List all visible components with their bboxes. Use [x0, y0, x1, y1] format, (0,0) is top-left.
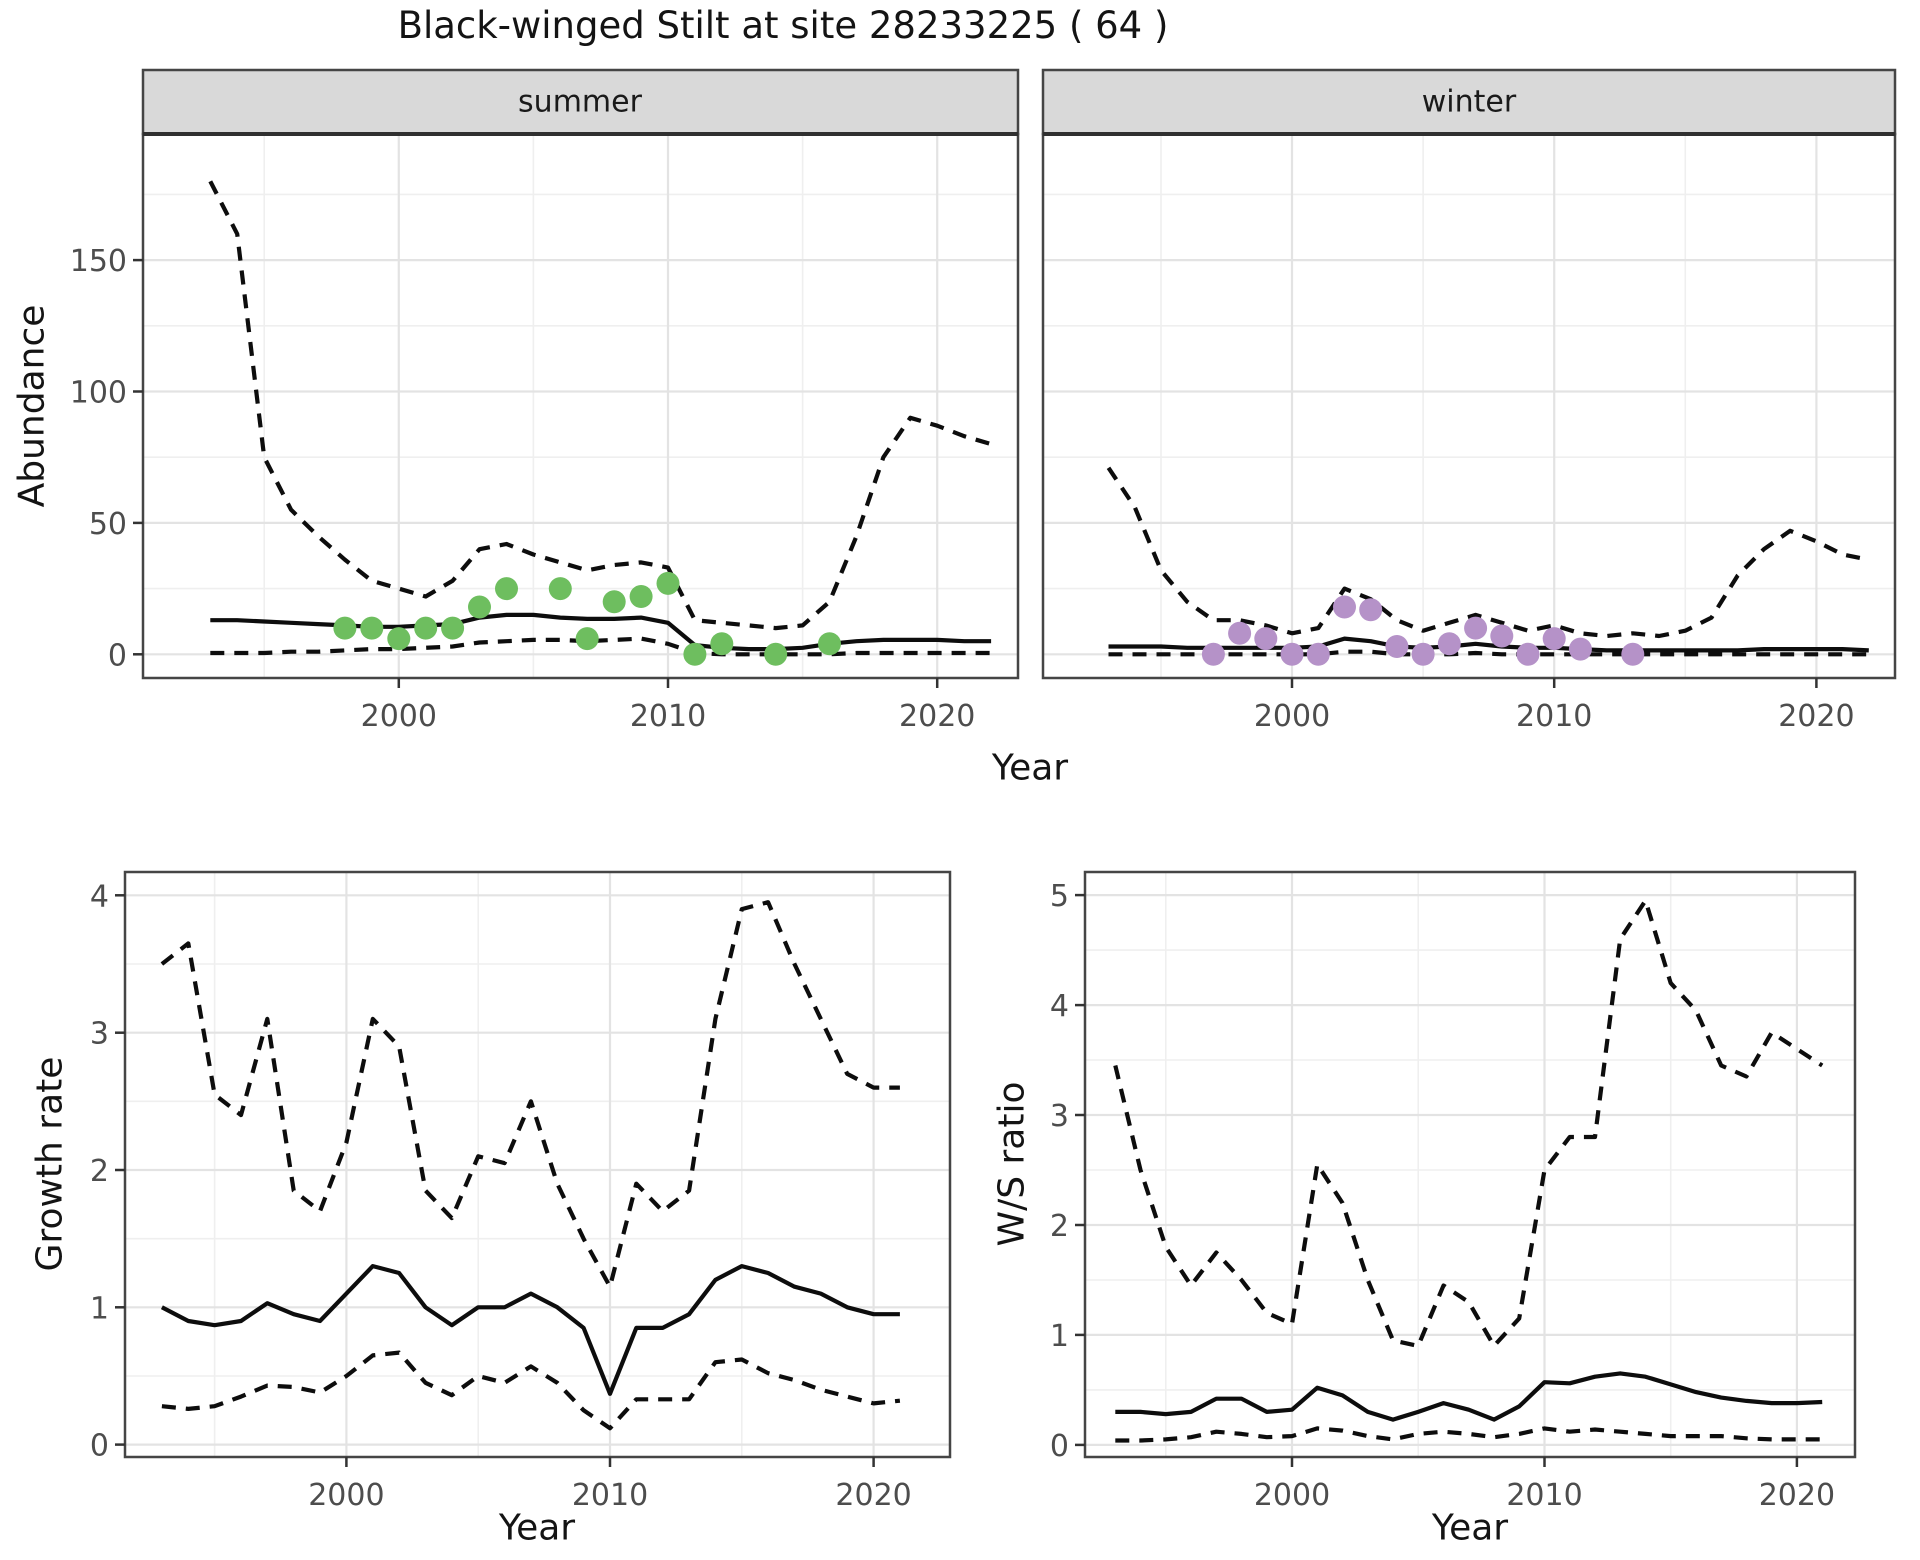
mean-line [1115, 1371, 1823, 1422]
panel-border [123, 870, 952, 1459]
y-tick-label: 3 [90, 1017, 109, 1052]
y-tick-label: 2 [1050, 1209, 1069, 1244]
x-tick-label: 2020 [899, 699, 975, 734]
observation-dot [1568, 637, 1592, 661]
observation-dot [441, 616, 465, 640]
observation-dot [1385, 635, 1409, 658]
facet-strip-label-summer: summer [518, 84, 642, 120]
observation-dot [1621, 642, 1645, 666]
observation-dot [710, 632, 734, 656]
x-tick-label: 2010 [572, 1478, 648, 1513]
ws-ratio-x-axis-label: Year [1431, 1507, 1509, 1549]
observation-dot [1542, 627, 1566, 651]
growth-rate-x-axis-label: Year [498, 1507, 576, 1549]
observation-dot [683, 642, 707, 666]
y-tick-label: 4 [1050, 989, 1069, 1024]
lower-ci-line [210, 636, 992, 657]
observation-dot [1490, 624, 1514, 648]
top-x-axis-label: Year [991, 747, 1069, 789]
facet-strip [141, 68, 1020, 136]
observation-dot [1359, 598, 1383, 622]
observation-dot [1280, 642, 1304, 666]
mean-line [1108, 636, 1869, 653]
observation-dot [414, 616, 438, 640]
observation-dot [629, 585, 653, 608]
observation-dot [602, 590, 626, 614]
x-tick-label: 2020 [1759, 1478, 1835, 1513]
x-tick-label: 2010 [1516, 699, 1592, 734]
observation-dot [360, 616, 384, 640]
observation-dot [495, 577, 518, 601]
y-tick-label: 0 [108, 638, 127, 673]
x-tick-label: 2000 [361, 699, 437, 734]
panel-ws-ratio: 2000 2010 2020 0 1 2 3 4 5 [1050, 870, 1857, 1513]
observation-dot [468, 595, 491, 619]
y-tick-label: 100 [70, 376, 127, 411]
x-tick-label: 2000 [1254, 699, 1330, 734]
ws-ratio-y-axis-label: W/S ratio [991, 1081, 1033, 1247]
observation-dot [548, 577, 572, 601]
y-tick-label: 0 [90, 1429, 109, 1464]
observation-dot [1254, 627, 1278, 651]
facet-strip [1041, 68, 1897, 136]
chart-title: Black-winged Stilt at site 28233225 ( 64… [397, 4, 1169, 47]
lower-ci-line [1108, 649, 1869, 657]
y-tick-label: 1 [1050, 1319, 1069, 1354]
observation-dot [1437, 632, 1461, 656]
observation-dot [1516, 642, 1540, 666]
observation-dot [1411, 642, 1435, 666]
x-tick-label: 2020 [1778, 699, 1854, 734]
y-tick-label: 0 [1050, 1429, 1069, 1464]
panel-growth-rate: 2000 2010 2020 0 1 2 3 4 [90, 870, 952, 1513]
observation-dot [1306, 642, 1330, 666]
observation-dot [1464, 616, 1488, 640]
x-tick-label: 2020 [835, 1478, 911, 1513]
upper-ci-line [208, 180, 992, 631]
panel-winter: 2000 2010 2020 [1041, 68, 1897, 734]
y-tick-label: 3 [1050, 1099, 1069, 1134]
y-tick-label: 5 [1050, 879, 1069, 914]
observation-dot [656, 571, 680, 595]
observation-dot [818, 632, 841, 656]
observation-dot [333, 616, 357, 640]
abundance-y-axis-label: Abundance [11, 304, 53, 508]
upper-ci-line [1113, 898, 1824, 1349]
y-tick-label: 50 [89, 507, 127, 542]
growth-rate-y-axis-label: Growth rate [29, 1056, 71, 1272]
y-tick-label: 2 [90, 1154, 109, 1189]
y-tick-label: 150 [70, 244, 127, 279]
observation-dot [1228, 621, 1252, 645]
facet-strip-label-winter: winter [1421, 84, 1517, 120]
panel-summer: 2000 2010 2020 0 50 100 150 [70, 68, 1020, 734]
observation-dot [575, 627, 599, 651]
y-tick-label: 4 [90, 879, 109, 914]
x-tick-label: 2010 [630, 699, 706, 734]
panel-border [1083, 870, 1857, 1459]
mean-line [160, 1263, 900, 1396]
x-tick-label: 2000 [1254, 1478, 1330, 1513]
observation-dot [1201, 642, 1225, 666]
lower-ci-line [161, 1350, 901, 1431]
observation-dot [764, 642, 788, 666]
observation-dot [1333, 595, 1356, 619]
observation-dot [387, 627, 411, 651]
x-tick-label: 2000 [308, 1478, 384, 1513]
y-tick-label: 1 [90, 1291, 109, 1326]
upper-ci-line [160, 900, 900, 1289]
x-tick-label: 2010 [1506, 1478, 1582, 1513]
